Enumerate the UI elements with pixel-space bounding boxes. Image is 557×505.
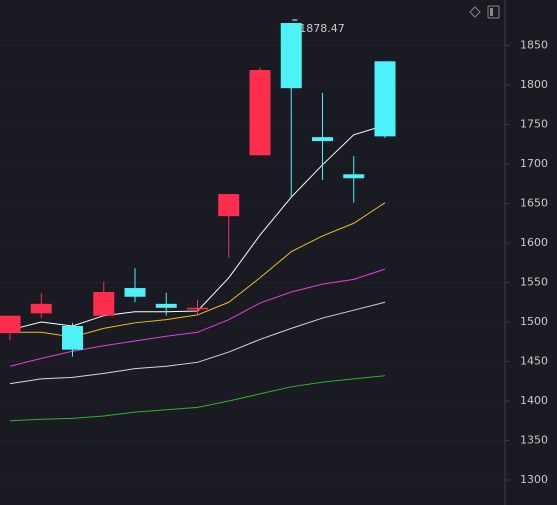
moving-average-line — [9, 301, 386, 385]
candle-body — [62, 325, 83, 350]
moving-average-line — [9, 375, 386, 422]
candle-body — [187, 307, 208, 310]
y-tick-label: 1450 — [520, 355, 548, 368]
annotation: 1878.47 — [299, 22, 345, 35]
candle-body — [93, 292, 115, 316]
y-tick-label: 1850 — [520, 39, 548, 52]
panel-icon[interactable] — [487, 5, 500, 19]
candle-body — [280, 23, 302, 89]
y-tick-label: 1650 — [520, 197, 548, 210]
candle-body — [249, 69, 271, 156]
y-tick-label: 1750 — [520, 118, 548, 131]
diamond-icon[interactable] — [469, 6, 481, 18]
candle-body — [0, 315, 21, 334]
candle-body — [218, 194, 240, 217]
y-tick-label: 1700 — [520, 157, 548, 170]
y-tick-label: 1550 — [520, 276, 548, 289]
y-tick-label: 1300 — [520, 473, 548, 486]
candle-body — [155, 303, 177, 308]
panel-icon-bar — [490, 8, 493, 16]
candle-body — [374, 61, 396, 137]
candle-body — [312, 137, 333, 142]
y-tick-label: 1600 — [520, 236, 548, 249]
y-tick-label: 1350 — [520, 434, 548, 447]
candle-body — [30, 303, 52, 314]
y-tick-label: 1400 — [520, 394, 548, 407]
candle-body — [124, 288, 146, 297]
y-tick-label: 1800 — [520, 78, 548, 91]
candle-body — [343, 174, 365, 179]
y-tick-label: 1500 — [520, 315, 548, 328]
